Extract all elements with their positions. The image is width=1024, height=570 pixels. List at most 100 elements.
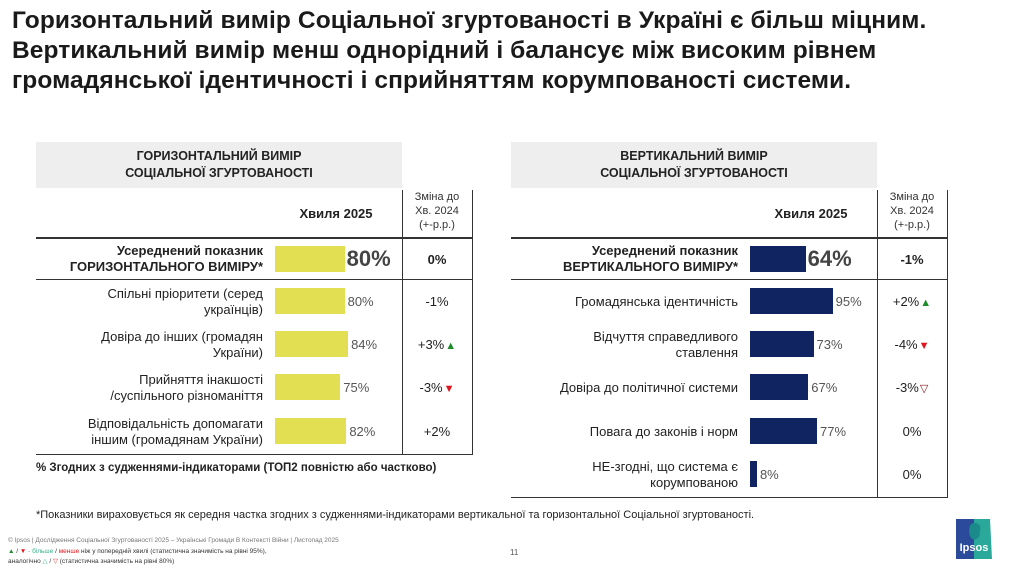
legend-line2-rest: (статистична значимість на рівні 80%) (57, 558, 175, 565)
table-right-border (947, 190, 948, 497)
bar-value-label: 8% (759, 467, 779, 482)
slide-title: Горизонтальний вимір Соціальної згуртова… (12, 7, 927, 94)
average-label: Усереднений показник ВЕРТИКАЛЬНОГО ВИМІРУ… (563, 243, 738, 275)
trend-up-icon: ▲ (445, 340, 457, 352)
indicator-label: Відчуття справедливого ставлення (593, 329, 738, 361)
trend-down-icon: ▼ (443, 383, 455, 395)
panel-heading: ГОРИЗОНТАЛЬНИЙ ВИМІР СОЦІАЛЬНОЇ ЗГУРТОВА… (36, 142, 402, 188)
indicator-label-line1: Прийняття інакшості (139, 372, 263, 387)
average-value-label: 64% (807, 246, 852, 271)
change-cell: -4%▼ (877, 337, 947, 352)
column-divider (877, 190, 878, 497)
column-header-change: Зміна до Хв. 2024 (+-р.р.) (877, 190, 947, 232)
bar-1 (750, 331, 814, 357)
bar-value-label: 75% (343, 380, 370, 395)
bar-0 (275, 288, 345, 314)
column-header-wave: Хвиля 2025 (299, 206, 373, 221)
bar-3 (275, 418, 347, 444)
average-row: Усереднений показник ВЕРТИКАЛЬНОГО ВИМІРУ… (511, 240, 948, 278)
vertical-dimension-panel: ВЕРТИКАЛЬНИЙ ВИМІР СОЦІАЛЬНОЇ ЗГУРТОВАНО… (511, 142, 949, 498)
bar-value-label: 82% (349, 424, 376, 439)
column-header-wave: Хвиля 2025 (774, 206, 848, 221)
legend-weak-icons: △ / ▽ (42, 558, 58, 565)
change-value: -3% (419, 380, 443, 395)
table-row: Відчуття справедливого ставлення 73% -4%▼ (511, 325, 948, 363)
change-value: -1% (425, 294, 449, 309)
indicator-label-line1: Відповідальність допомагати (87, 416, 263, 431)
horizontal-dimension-panel: ГОРИЗОНТАЛЬНИЙ ВИМІР СОЦІАЛЬНОЇ ЗГУРТОВА… (36, 142, 474, 498)
indicator-label: Громадянська ідентичність (575, 294, 738, 310)
indicator-label-line2: корумпованою (650, 475, 738, 490)
legend-sig-icons: ▲ / ▼ (8, 548, 27, 555)
header-rule (36, 237, 473, 239)
ipsos-logo-text: Ipsos (959, 542, 989, 554)
significance-legend-line1: ▲ / ▼ - більше / менше ніж у попередній … (8, 548, 267, 555)
indicator-label: Спільні пріоритети (серед українців) (108, 286, 264, 318)
indicator-label: Відповідальність допомагати іншим (громад… (88, 416, 263, 448)
average-change: 0% (427, 252, 447, 267)
table-row: Відповідальність допомагати іншим (громад… (36, 412, 473, 450)
column-header-change-line: Хв. 2024 (890, 205, 934, 217)
indicator-label-line2: ставлення (675, 345, 738, 360)
change-value: -4% (894, 337, 918, 352)
average-bar (275, 246, 345, 272)
bar-1 (275, 331, 349, 357)
table-row: Прийняття інакшості/суспільного різноман… (36, 368, 473, 406)
table-bottom-rule (36, 454, 473, 455)
change-value: +3% (417, 337, 445, 352)
significance-legend-line2: аналогічно △ / ▽ (статистична значимість… (8, 557, 174, 565)
indicator-note: % Згодних з судженнями-індикаторами (ТОП… (36, 462, 437, 474)
indicator-label: Довіра до інших (громадян України) (101, 329, 263, 361)
change-cell: -3%▼ (402, 380, 472, 395)
indicator-label: Прийняття інакшості/суспільного різноман… (110, 372, 263, 404)
indicator-label-line2: України) (212, 345, 263, 360)
change-cell: 0% (877, 467, 947, 482)
change-cell: +2%▲ (877, 294, 947, 309)
column-divider (402, 190, 403, 454)
bar-0 (750, 288, 833, 314)
legend-line2-prefix: аналогічно (8, 558, 41, 565)
bar-2 (750, 374, 809, 400)
legend-more: - більше (28, 548, 54, 555)
bar-value-label: 77% (819, 424, 847, 439)
indicator-label: Повага до законів і норм (590, 424, 738, 440)
change-cell: +3%▲ (402, 337, 472, 352)
page-number: 11 (510, 548, 519, 557)
ipsos-logo: Ipsos (956, 519, 992, 559)
table-row: НЕ-згодні, що система є корумпованою 8% 0% (511, 455, 948, 493)
copyright: © Ipsos | Дослідження Соціальної Згуртов… (8, 537, 339, 544)
column-header-change-line: Зміна до (889, 191, 935, 203)
table-row: Повага до законів і норм 77% 0% (511, 412, 948, 450)
change-value: +2% (892, 294, 920, 309)
average-rule (36, 279, 473, 280)
indicator-label: НЕ-згодні, що система є корумпованою (592, 459, 738, 491)
indicator-label-line1: Повага до законів і норм (589, 424, 738, 439)
trend-down-outline-icon: ▽ (919, 383, 929, 395)
legend-line1-rest: ніж у попередній хвилі (статистична знач… (79, 548, 267, 555)
column-header-change: Зміна до Хв. 2024 (+-р.р.) (402, 190, 472, 232)
panel-heading: ВЕРТИКАЛЬНИЙ ВИМІР СОЦІАЛЬНОЇ ЗГУРТОВАНО… (511, 142, 877, 188)
average-bar (750, 246, 806, 272)
indicator-label-line1: Довіра до політичної системи (559, 380, 738, 395)
change-cell: 0% (877, 424, 947, 439)
change-value: -3% (895, 380, 919, 395)
change-value: 0% (902, 467, 922, 482)
header-rule (511, 237, 948, 239)
table-right-border (472, 190, 473, 454)
bar-3 (750, 418, 817, 444)
table-bottom-rule (511, 497, 948, 498)
change-cell: -3%▽ (877, 380, 947, 395)
indicator-label-line2: /суспільного різноманіття (110, 388, 263, 403)
indicator-label-line1: Громадянська ідентичність (575, 294, 738, 309)
bar-2 (275, 374, 341, 400)
change-cell: +2% (402, 424, 472, 439)
bar-value-label: 95% (835, 294, 862, 309)
column-header-change-line: (+-р.р.) (419, 219, 455, 231)
legend-less: менше (58, 548, 80, 555)
average-label-line2: ВЕРТИКАЛЬНОГО ВИМІРУ* (562, 259, 738, 274)
trend-down-icon: ▼ (918, 340, 930, 352)
bar-value-label: 73% (816, 337, 843, 352)
average-value-label: 80% (346, 246, 391, 271)
column-header-change-line: (+-р.р.) (894, 219, 930, 231)
ipsos-logo-icon (956, 519, 992, 559)
